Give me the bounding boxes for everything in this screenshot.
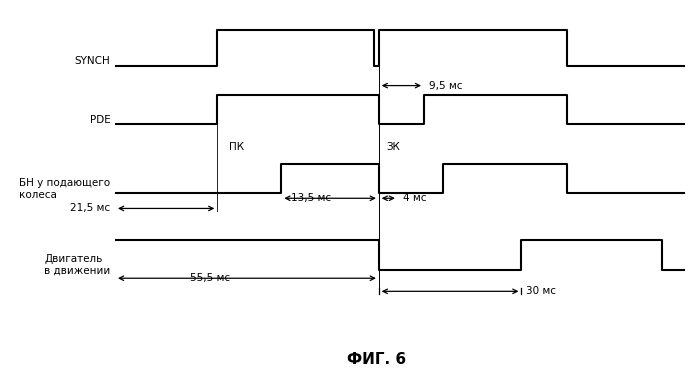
Text: 4 мс: 4 мс [403,193,426,203]
Text: 13,5 мс: 13,5 мс [291,193,331,203]
Text: 55,5 мс: 55,5 мс [190,273,230,283]
Text: ЗК: ЗК [386,142,400,153]
Text: 21,5 мс: 21,5 мс [70,203,110,213]
Text: Двигатель
в движении: Двигатель в движении [44,254,110,276]
Text: SYNCH: SYNCH [75,56,110,66]
Text: 30 мс: 30 мс [526,286,556,296]
Text: ПК: ПК [229,142,244,153]
Text: PDE: PDE [89,115,110,125]
Text: 9,5 мс: 9,5 мс [428,81,462,91]
Text: ФИГ. 6: ФИГ. 6 [347,352,406,367]
Text: БН у подающего
колеса: БН у подающего колеса [19,178,110,200]
